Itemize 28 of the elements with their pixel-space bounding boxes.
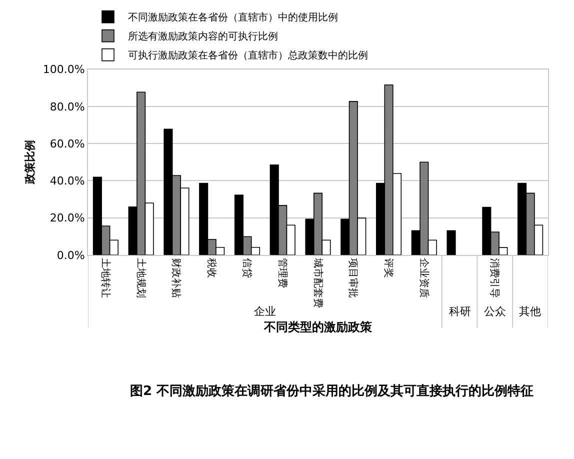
y-axis-title: 政策比例: [23, 140, 36, 186]
x-tick-label: 项目审批: [347, 258, 360, 298]
x-tick-label: 评奖: [382, 258, 395, 278]
text: 公众: [484, 305, 506, 318]
x-tick-label: 城市配套费: [312, 257, 324, 308]
y-tick-label: 60.0%: [50, 137, 85, 150]
x-tick-label: 企业资质: [418, 258, 430, 298]
x-tick-label: 消费引导: [488, 258, 501, 298]
x-tick-label: 管理费: [276, 258, 288, 288]
y-tick-label: 80.0%: [50, 100, 85, 114]
y-tick-label: 100.0%: [42, 63, 85, 76]
x-tick-label: 信贷: [240, 258, 253, 278]
caption: 图2 不同激励政策在调研省份中采用的比例及其可直接执行的比例特征: [130, 383, 534, 399]
bar: [446, 230, 456, 255]
x-tick-label: 税收: [206, 258, 218, 278]
legend-label: 不同激励政策在各省份（直辖市）中的使用比例: [128, 12, 338, 24]
x-tick-label: 财政补贴: [170, 258, 182, 298]
legend-label: 可执行激励政策在各省份（直辖市）总政策数中的比例: [128, 50, 368, 62]
text: 科研: [449, 305, 471, 318]
y-tick-label: 20.0%: [50, 212, 85, 225]
y-tick-label: 0.0%: [56, 248, 85, 262]
text: 企业: [254, 305, 276, 318]
x-axis-title: 不同类型的激励政策: [263, 320, 373, 334]
y-tick-label: 40.0%: [50, 174, 85, 188]
text: 其他: [519, 305, 541, 318]
x-tick-label: 土地规划: [134, 258, 147, 298]
x-tick-label: 土地转让: [99, 258, 112, 298]
legend-label: 所选有激励政策内容的可执行比例: [128, 30, 278, 43]
